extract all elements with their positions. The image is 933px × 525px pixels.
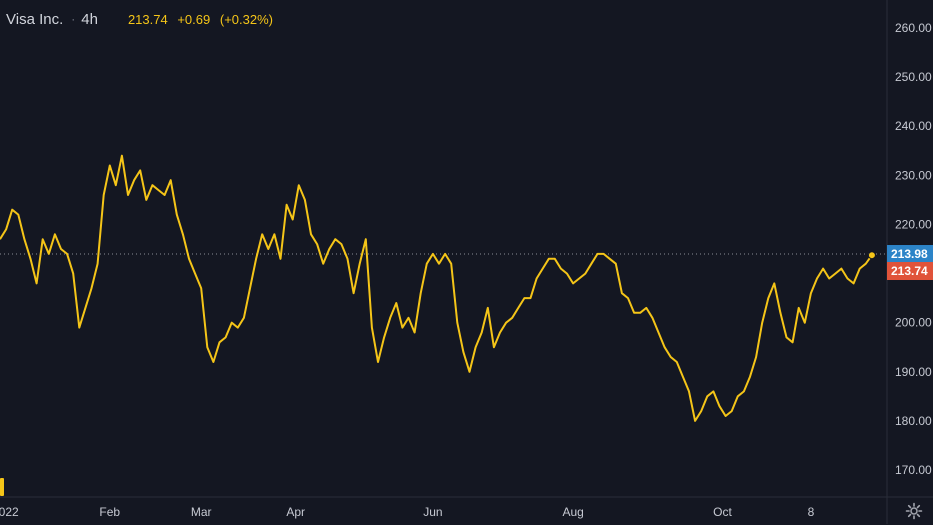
quote-values: 213.74 +0.69 (+0.32%) bbox=[128, 12, 279, 27]
last-price: 213.74 bbox=[127, 11, 168, 27]
gear-icon[interactable] bbox=[905, 502, 923, 520]
last-price-badge-label: 213.74 bbox=[891, 264, 928, 278]
interval-label[interactable]: 4h bbox=[81, 10, 98, 28]
x-tick-label: 2022 bbox=[0, 505, 19, 519]
y-tick-label: 170.00 bbox=[895, 463, 932, 477]
y-tick-label: 260.00 bbox=[895, 21, 932, 35]
y-tick-label: 240.00 bbox=[895, 119, 932, 133]
prev-close-badge-label: 213.98 bbox=[891, 247, 928, 261]
separator-dot: · bbox=[71, 12, 76, 26]
x-tick-label: 8 bbox=[808, 505, 815, 519]
y-tick-label: 230.00 bbox=[895, 168, 932, 182]
y-tick-label: 200.00 bbox=[895, 316, 932, 330]
x-tick-label: Mar bbox=[191, 505, 212, 519]
symbol-name[interactable]: Visa Inc. bbox=[6, 10, 64, 28]
price-change: +0.69 bbox=[177, 11, 211, 27]
price-change-percent: (+0.32%) bbox=[219, 11, 273, 27]
y-tick-label: 190.00 bbox=[895, 365, 932, 379]
last-price-dot bbox=[867, 251, 876, 260]
last-price-badge bbox=[887, 262, 933, 281]
x-tick-label: Apr bbox=[286, 505, 305, 519]
session-start-marker bbox=[0, 478, 4, 496]
y-tick-label: 250.00 bbox=[895, 70, 932, 84]
x-tick-label: Oct bbox=[713, 505, 732, 519]
x-tick-label: Aug bbox=[562, 505, 583, 519]
y-tick-label: 220.00 bbox=[895, 217, 932, 231]
price-series-line bbox=[0, 154, 873, 422]
chart-legend-header: Visa Inc. · 4h 213.74 +0.69 (+0.32%) bbox=[6, 9, 279, 29]
prev-close-badge bbox=[887, 245, 933, 264]
y-tick-label: 180.00 bbox=[895, 414, 932, 428]
x-tick-label: Jun bbox=[423, 505, 442, 519]
x-tick-label: Feb bbox=[99, 505, 120, 519]
